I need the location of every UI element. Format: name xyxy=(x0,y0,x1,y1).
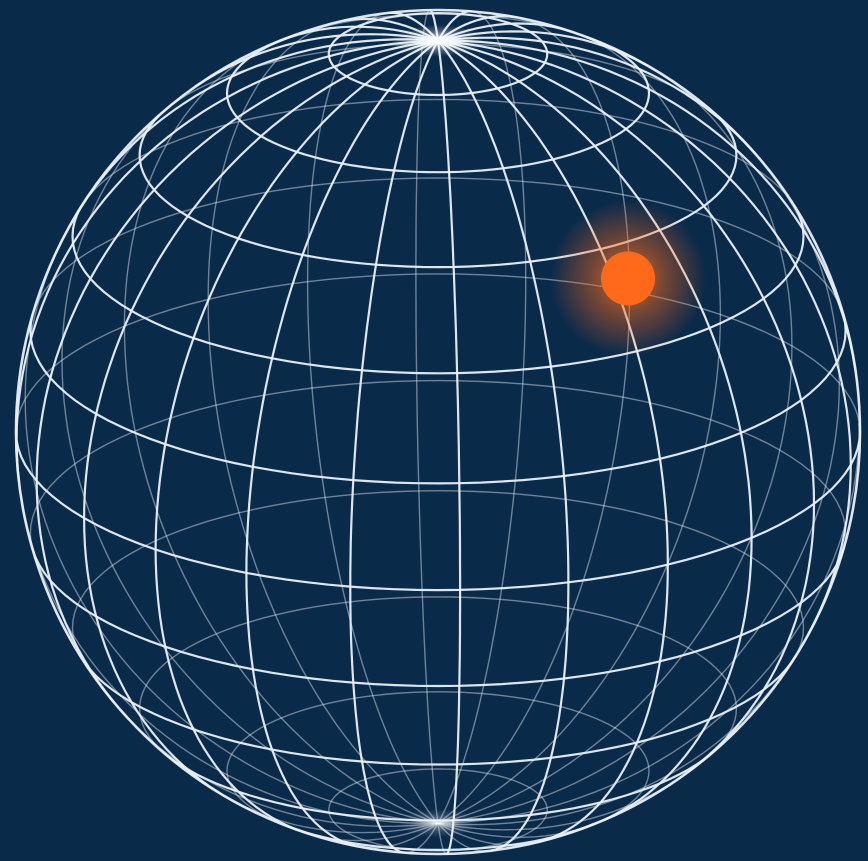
south-pole-glow xyxy=(398,809,478,838)
parallel-line-8-seg-2 xyxy=(138,114,532,269)
meridian-line-19-seg-1 xyxy=(82,39,440,795)
parallel-line-3-seg-1 xyxy=(71,489,805,664)
parallel-line-3-seg-2 xyxy=(83,661,553,766)
parallel-line-5-seg-2 xyxy=(15,439,570,592)
north-pole-glow xyxy=(392,24,484,57)
parallel-line-0-seg-0 xyxy=(328,768,548,852)
meridian-line-9-seg-0 xyxy=(437,16,631,824)
parallel-line-5-seg-1 xyxy=(15,273,861,441)
meridian-line-5-seg-0 xyxy=(437,368,861,824)
parallel-line-2-seg-1 xyxy=(138,596,738,755)
globe-outline xyxy=(14,8,862,856)
parallel-line-5-seg-0 xyxy=(567,422,862,584)
globe-front-grid xyxy=(15,9,862,855)
meridian-line-14-seg-0 xyxy=(123,39,439,824)
meridian-line-2-seg-1 xyxy=(436,39,753,822)
parallel-line-4-seg-1 xyxy=(29,379,847,558)
parallel-line-3-seg-0 xyxy=(549,654,797,759)
meridian-line-1-seg-1 xyxy=(436,39,669,843)
parallel-line-7-seg-2 xyxy=(71,206,553,375)
glowing-dot-icon xyxy=(601,251,656,306)
parallel-line-10-seg-0 xyxy=(327,11,549,97)
meridian-line-4-seg-1 xyxy=(436,39,852,635)
parallel-line-1-seg-1 xyxy=(226,691,650,828)
parallel-line-6-seg-2 xyxy=(29,313,566,485)
meridian-line-16-seg-1 xyxy=(72,38,440,221)
parallel-line-4-seg-2 xyxy=(34,556,566,688)
meridian-line-15-seg-1 xyxy=(195,33,440,88)
meridian-line-8-seg-0 xyxy=(437,30,722,824)
meridian-line-6-seg-0 xyxy=(437,151,841,824)
meridian-line-17-seg-1 xyxy=(15,39,440,483)
parallel-line-6-seg-1 xyxy=(31,177,842,316)
meridian-line-22-seg-1 xyxy=(349,39,440,854)
meridian-line-3-seg-1 xyxy=(436,39,816,772)
meridian-line-10-seg-0 xyxy=(437,10,527,824)
parallel-line-6-seg-0 xyxy=(562,305,847,478)
meridian-line-21-seg-1 xyxy=(245,39,440,847)
parallel-line-4-seg-0 xyxy=(562,548,845,680)
parallel-line-9-seg-2 xyxy=(225,39,505,174)
meridian-line-23-seg-1 xyxy=(436,39,462,855)
meridian-line-12-seg-0 xyxy=(306,12,439,824)
parallel-line-9-seg-0 xyxy=(502,36,651,170)
meridian-line-5-seg-1 xyxy=(436,39,857,371)
meridian-line-0-seg-1 xyxy=(436,39,570,852)
